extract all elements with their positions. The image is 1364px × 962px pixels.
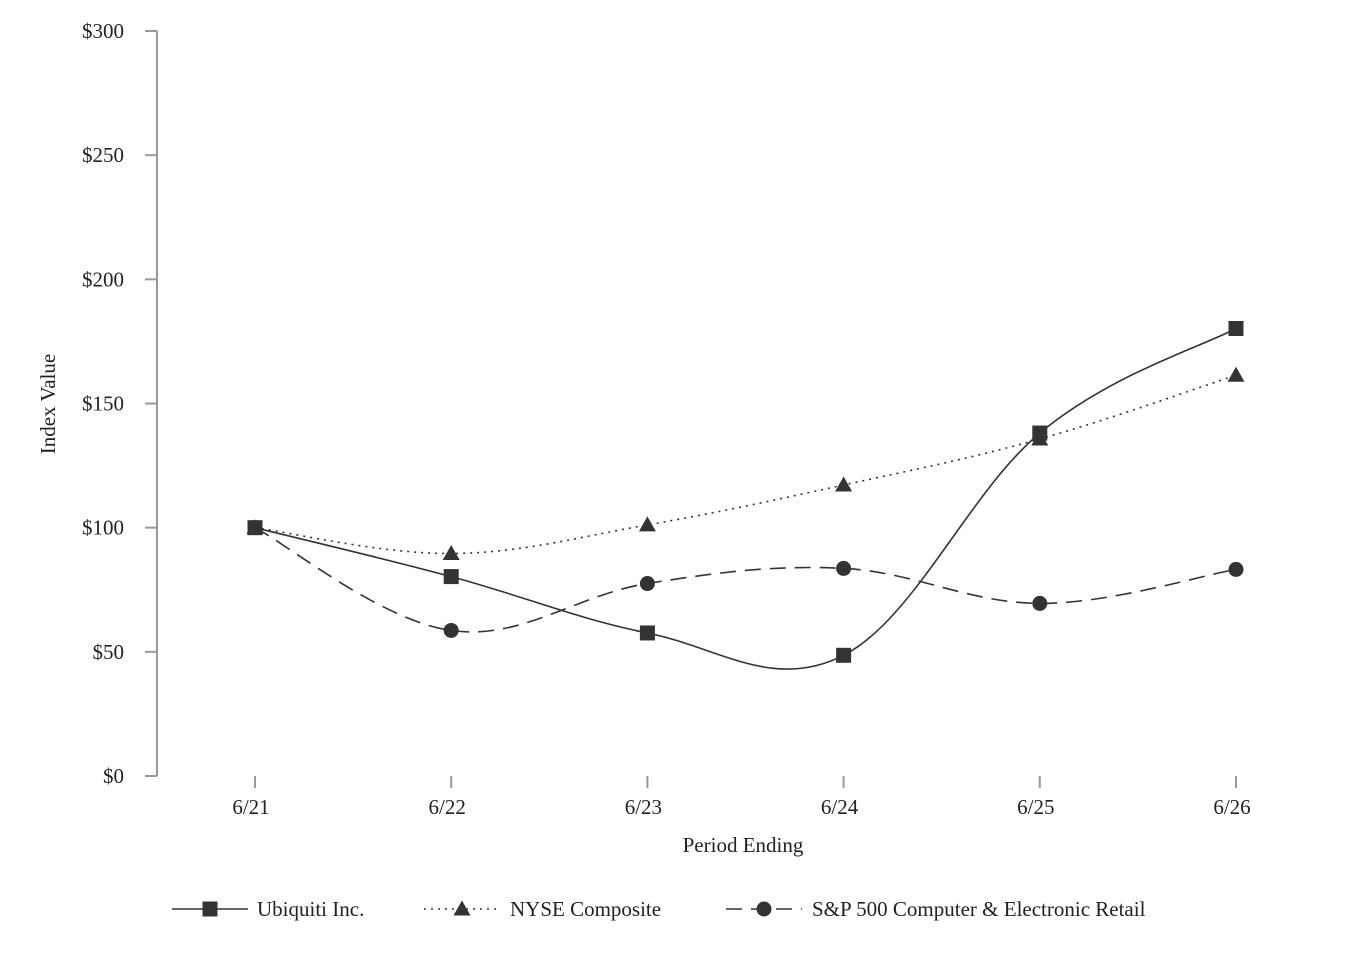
x-axis-title: Period Ending: [683, 833, 804, 857]
y-tick-label: $50: [93, 640, 125, 664]
x-tick-label: 6/24: [821, 795, 859, 819]
data-point-square: [1228, 321, 1244, 337]
x-tick-label: 6/21: [232, 795, 269, 819]
x-axis: 6/21 6/22 6/23 6/24 6/25 6/26: [232, 776, 1251, 819]
y-axis: $0 $50 $100 $150 $200 $250 $300: [82, 19, 158, 788]
x-tick-label: 6/25: [1017, 795, 1054, 819]
x-tick-label: 6/23: [625, 795, 662, 819]
series-line-square: [254, 327, 1237, 670]
plot-lines: [254, 327, 1237, 670]
data-point-square: [443, 569, 459, 585]
legend: Ubiquiti Inc. NYSE Composite S&P 500 Compu…: [172, 897, 1146, 921]
data-point-circle: [1032, 595, 1048, 611]
legend-marker-square: [202, 901, 218, 917]
data-point-circle: [443, 622, 459, 638]
data-point-square: [836, 647, 852, 663]
series-line-triangle: [254, 374, 1237, 555]
data-point-square: [247, 520, 263, 536]
data-point-square: [639, 625, 655, 641]
legend-label: S&P 500 Computer & Electronic Retail: [812, 897, 1146, 921]
legend-label: NYSE Composite: [510, 897, 661, 921]
y-axis-title: Index Value: [36, 354, 60, 455]
y-tick-label: $150: [82, 392, 124, 416]
data-point-triangle: [638, 516, 656, 532]
series-line-circle: [254, 526, 1237, 633]
legend-marker-triangle: [453, 900, 471, 916]
y-tick-label: $250: [82, 143, 124, 167]
data-point-square: [1032, 425, 1048, 441]
data-point-circle: [639, 576, 655, 592]
x-tick-label: 6/26: [1213, 795, 1250, 819]
x-tick-label: 6/22: [429, 795, 466, 819]
legend-entry: NYSE Composite: [424, 897, 661, 921]
legend-label: Ubiquiti Inc.: [257, 897, 364, 921]
legend-entry: S&P 500 Computer & Electronic Retail: [726, 897, 1146, 921]
data-point-circle: [1228, 561, 1244, 577]
legend-entry: Ubiquiti Inc.: [172, 897, 364, 921]
data-point-triangle: [835, 476, 853, 492]
y-tick-label: $0: [103, 764, 124, 788]
y-tick-label: $200: [82, 267, 124, 291]
y-tick-label: $100: [82, 516, 124, 540]
y-tick-label: $300: [82, 19, 124, 43]
series-markers: [246, 321, 1245, 663]
legend-marker-circle: [756, 901, 772, 917]
data-point-triangle: [442, 544, 460, 560]
data-point-circle: [836, 560, 852, 576]
data-point-triangle: [1227, 366, 1245, 382]
